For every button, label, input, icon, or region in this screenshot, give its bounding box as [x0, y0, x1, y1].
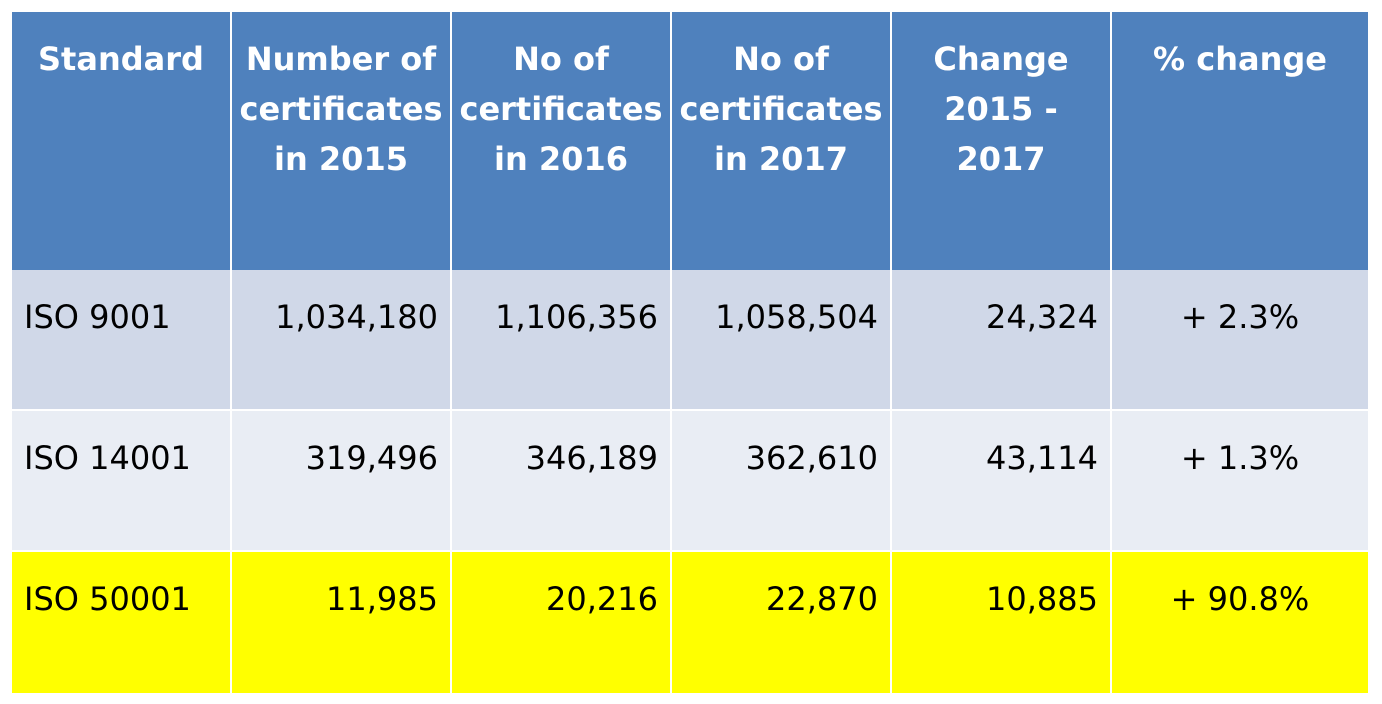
cell-standard: ISO 9001 — [12, 270, 232, 411]
header-change: Change 2015 - 2017 — [892, 12, 1112, 270]
header-certs-2015: Number of certificates in 2015 — [232, 12, 452, 270]
cell-change: 24,324 — [892, 270, 1112, 411]
header-certs-2016: No of certificates in 2016 — [452, 12, 672, 270]
table-header: Standard Number of certificates in 2015 … — [12, 12, 1368, 270]
cell-certs-2016: 1,106,356 — [452, 270, 672, 411]
cell-certs-2015: 11,985 — [232, 552, 452, 693]
table-row: ISO 14001 319,496 346,189 362,610 43,114… — [12, 411, 1368, 552]
header-certs-2017: No of certificates in 2017 — [672, 12, 892, 270]
cell-standard: ISO 14001 — [12, 411, 232, 552]
cell-change: 10,885 — [892, 552, 1112, 693]
cell-pct-change: + 90.8% — [1112, 552, 1368, 693]
cell-certs-2017: 362,610 — [672, 411, 892, 552]
header-standard: Standard — [12, 12, 232, 270]
cell-certs-2016: 20,216 — [452, 552, 672, 693]
header-row: Standard Number of certificates in 2015 … — [12, 12, 1368, 270]
cell-certs-2017: 1,058,504 — [672, 270, 892, 411]
header-pct-change: % change — [1112, 12, 1368, 270]
table-body: ISO 9001 1,034,180 1,106,356 1,058,504 2… — [12, 270, 1368, 693]
cell-certs-2015: 1,034,180 — [232, 270, 452, 411]
cell-pct-change: + 1.3% — [1112, 411, 1368, 552]
table-row-highlighted: ISO 50001 11,985 20,216 22,870 10,885 + … — [12, 552, 1368, 693]
cell-pct-change: + 2.3% — [1112, 270, 1368, 411]
cell-certs-2016: 346,189 — [452, 411, 672, 552]
certificates-table: Standard Number of certificates in 2015 … — [12, 12, 1368, 693]
table-row: ISO 9001 1,034,180 1,106,356 1,058,504 2… — [12, 270, 1368, 411]
cell-certs-2015: 319,496 — [232, 411, 452, 552]
cell-certs-2017: 22,870 — [672, 552, 892, 693]
cell-change: 43,114 — [892, 411, 1112, 552]
cell-standard: ISO 50001 — [12, 552, 232, 693]
